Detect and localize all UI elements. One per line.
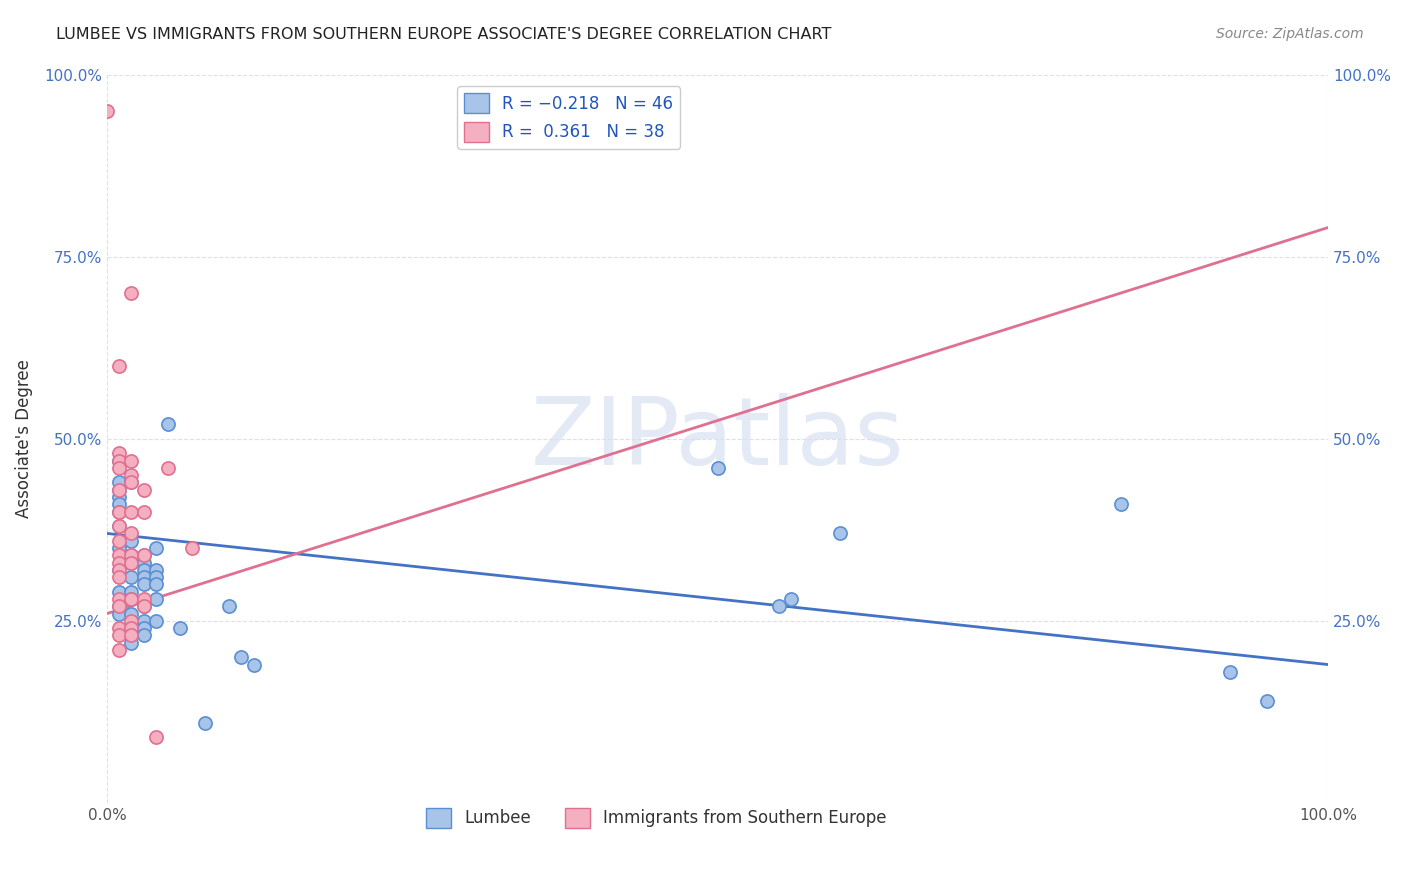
Point (108, 607, 131, 621)
Point (157, 461, 180, 475)
Point (145, 541, 167, 555)
Point (120, 556, 142, 570)
Point (108, 533, 131, 548)
Point (120, 614, 142, 628)
Point (194, 715, 217, 730)
Point (120, 556, 142, 570)
Point (108, 453, 131, 467)
Point (145, 570, 167, 584)
Point (108, 475, 131, 490)
Point (108, 599, 131, 614)
Point (120, 453, 142, 467)
Point (108, 490, 131, 504)
Text: LUMBEE VS IMMIGRANTS FROM SOUTHERN EUROPE ASSOCIATE'S DEGREE CORRELATION CHART: LUMBEE VS IMMIGRANTS FROM SOUTHERN EUROP… (56, 27, 831, 42)
Point (108, 497, 131, 511)
Point (96, 103, 118, 118)
Point (145, 731, 167, 745)
Point (120, 636, 142, 650)
Point (108, 446, 131, 460)
Point (108, 556, 131, 570)
Point (132, 505, 155, 519)
Point (132, 628, 155, 642)
Point (108, 628, 131, 642)
Point (120, 607, 142, 621)
Point (242, 657, 264, 672)
Point (145, 592, 167, 607)
Point (108, 519, 131, 533)
Y-axis label: Associate's Degree: Associate's Degree (15, 359, 32, 518)
Point (120, 475, 142, 490)
Point (108, 592, 131, 607)
Point (145, 577, 167, 591)
Point (120, 533, 142, 548)
Point (706, 461, 728, 475)
Point (120, 286, 142, 301)
Point (132, 549, 155, 563)
Point (231, 650, 253, 665)
Point (1256, 694, 1278, 708)
Point (120, 549, 142, 563)
Point (120, 526, 142, 541)
Point (120, 628, 142, 642)
Text: Source: ZipAtlas.com: Source: ZipAtlas.com (1216, 27, 1364, 41)
Point (108, 563, 131, 577)
Point (132, 577, 155, 591)
Point (120, 592, 142, 607)
Point (108, 599, 131, 614)
Point (108, 359, 131, 373)
Point (145, 563, 167, 577)
Point (108, 483, 131, 497)
Point (157, 417, 180, 432)
Point (169, 621, 191, 635)
Point (132, 570, 155, 584)
Point (108, 541, 131, 555)
Point (108, 563, 131, 577)
Point (120, 475, 142, 490)
Point (1109, 497, 1132, 511)
Point (120, 570, 142, 584)
Point (132, 621, 155, 635)
Point (108, 584, 131, 599)
Point (132, 483, 155, 497)
Point (108, 505, 131, 519)
Point (108, 570, 131, 584)
Point (120, 468, 142, 483)
Point (218, 599, 240, 614)
Point (108, 621, 131, 635)
Point (108, 453, 131, 467)
Point (132, 599, 155, 614)
Point (120, 621, 142, 635)
Point (768, 599, 790, 614)
Point (132, 556, 155, 570)
Point (108, 643, 131, 657)
Point (120, 549, 142, 563)
Point (132, 549, 155, 563)
Point (108, 505, 131, 519)
Point (828, 526, 851, 541)
Point (181, 541, 204, 555)
Point (120, 592, 142, 607)
Point (108, 519, 131, 533)
Point (108, 461, 131, 475)
Point (1219, 665, 1241, 679)
Point (120, 628, 142, 642)
Point (132, 563, 155, 577)
Legend: Lumbee, Immigrants from Southern Europe: Lumbee, Immigrants from Southern Europe (420, 801, 893, 835)
Point (779, 592, 801, 607)
Point (132, 614, 155, 628)
Point (108, 483, 131, 497)
Point (145, 614, 167, 628)
Point (120, 584, 142, 599)
Point (132, 592, 155, 607)
Point (108, 549, 131, 563)
Point (132, 599, 155, 614)
Point (120, 505, 142, 519)
Text: ZIPatlas: ZIPatlas (530, 392, 904, 484)
